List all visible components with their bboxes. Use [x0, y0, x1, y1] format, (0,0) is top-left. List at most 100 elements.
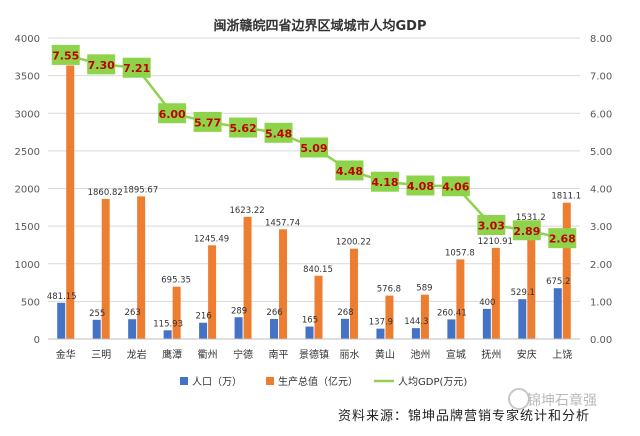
x-tick-label: 宣城 [446, 348, 466, 361]
y-tick-left: 0 [34, 335, 40, 346]
bar-population [518, 299, 527, 339]
x-tick-label: 三明 [91, 349, 111, 361]
y-axis-left: 0 500 1000 1500 2000 2500 3000 3500 4000 [15, 34, 40, 346]
line-label-box [477, 214, 506, 235]
bar-gdp [349, 248, 358, 339]
line-label: 5.62 [229, 122, 256, 135]
legend-swatch [180, 377, 188, 385]
x-tick-label: 池州 [410, 348, 430, 361]
line-label-box [193, 111, 222, 132]
bar-label-population: 255 [89, 309, 105, 319]
line-label: 7.30 [88, 59, 115, 72]
bar-gdp [208, 245, 217, 339]
bar-label-population: 137.9 [369, 318, 393, 328]
x-tick-label: 金华 [56, 348, 76, 361]
bar-population [376, 328, 385, 339]
bar-gdp [562, 202, 571, 339]
chart-title: 闽浙赣皖四省边界区域城市人均GDP [214, 18, 427, 34]
y-tick-right: 1.00 [590, 297, 612, 308]
bar-label-population: 216 [195, 312, 211, 322]
line-label-box [548, 228, 577, 249]
bar-population [340, 318, 349, 339]
y-tick-left: 4000 [15, 34, 40, 45]
y-tick-left: 2000 [15, 185, 40, 196]
bar-gdp [527, 223, 536, 339]
source-note: 资料来源：锦坤品牌营销专家统计和分析 [338, 409, 591, 424]
x-axis: 金华 三明 龙岩 鹰潭 衢州 宁德 南平 景德镇 丽水 黄山 池州 宣城 抚州 安庆 上饶 [48, 338, 580, 361]
line-label-box [87, 54, 116, 75]
y-tick-left: 2500 [15, 147, 40, 158]
bar-label-population: 400 [479, 298, 495, 308]
bar-label-gdp: 1860.82 [88, 188, 123, 198]
legend-label: 人口（万） [192, 376, 242, 388]
line-label-box [406, 175, 435, 196]
x-tick-label: 龙岩 [127, 348, 147, 361]
legend-label: 人均GDP(万元) [398, 376, 467, 388]
bar-label-gdp: 1531.2 [516, 213, 546, 223]
bar-population [92, 319, 101, 339]
line-label-box [122, 57, 151, 78]
bar-gdp [420, 294, 429, 339]
per-capita-line: 7.55 7.30 7.21 6.00 5.77 5.62 5.48 5.09 4.48 4.18… [51, 44, 577, 249]
bar-gdp [66, 65, 75, 339]
bar-label-population: 529.1 [511, 288, 535, 298]
line-label: 4.06 [442, 181, 469, 194]
bar-label-gdp: 1200.22 [336, 238, 371, 248]
bar-label-gdp: 1811.1 [551, 192, 581, 202]
x-tick-label: 鹰潭 [162, 348, 182, 361]
legend: 人口（万） 生产总值（亿元） 人均GDP(万元) [180, 375, 467, 388]
x-tick-label: 景德镇 [299, 348, 329, 361]
y-tick-left: 3500 [15, 72, 40, 83]
line-label: 5.48 [265, 127, 292, 140]
bar-population [234, 317, 243, 339]
y-tick-left: 1500 [15, 222, 40, 233]
bar-label-gdp: 840.15 [303, 265, 333, 275]
bar-label-gdp: 1623.22 [229, 206, 264, 216]
bar-gdp [385, 295, 394, 339]
bar-label-population: 165 [302, 316, 318, 326]
x-tick-label: 丽水 [339, 349, 359, 361]
line-label: 5.77 [194, 116, 221, 129]
line-label: 2.89 [513, 225, 540, 238]
line-label-box [370, 171, 399, 192]
line-label: 3.03 [478, 219, 505, 232]
y-tick-right: 0.00 [590, 335, 612, 346]
bar-population [305, 326, 314, 339]
bar-gdp [279, 229, 288, 339]
y-tick-right: 3.00 [590, 222, 612, 233]
bar-population [270, 318, 279, 339]
bar-label-gdp: 1210.91 [478, 237, 513, 247]
line-label: 4.18 [371, 176, 398, 189]
bar-label-gdp: 576.8 [377, 285, 401, 295]
bar-gdp [314, 275, 323, 339]
line-label: 4.08 [407, 180, 434, 193]
bars [57, 65, 571, 339]
y-tick-left: 500 [21, 297, 40, 308]
bar-label-population: 268 [337, 308, 353, 318]
bar-gdp [456, 259, 465, 339]
bar-population [199, 322, 208, 339]
bar-gdp [137, 196, 146, 339]
line-label-box [158, 103, 187, 124]
bar-label-population: 144.3 [404, 317, 428, 327]
bar-population [553, 288, 562, 339]
line-label: 4.48 [336, 165, 363, 178]
line-label-box [335, 160, 364, 181]
line-label: 2.68 [549, 233, 576, 246]
line-label-box [229, 117, 258, 138]
x-tick-label: 南平 [269, 348, 289, 361]
bar-label-gdp: 1245.49 [194, 234, 229, 244]
y-tick-right: 4.00 [590, 185, 612, 196]
bar-population [128, 319, 137, 339]
x-tick-label: 黄山 [375, 348, 395, 361]
line-label: 6.00 [159, 108, 186, 121]
line-label-box [512, 220, 541, 241]
bar-population [447, 319, 456, 339]
bar-label-gdp: 589 [416, 284, 432, 294]
line-label-box [51, 44, 80, 65]
x-tick-label: 宁德 [233, 348, 253, 361]
y-tick-right: 6.00 [590, 109, 612, 120]
bar-gdp [243, 216, 252, 339]
bar-label-population: 115.93 [153, 319, 183, 329]
